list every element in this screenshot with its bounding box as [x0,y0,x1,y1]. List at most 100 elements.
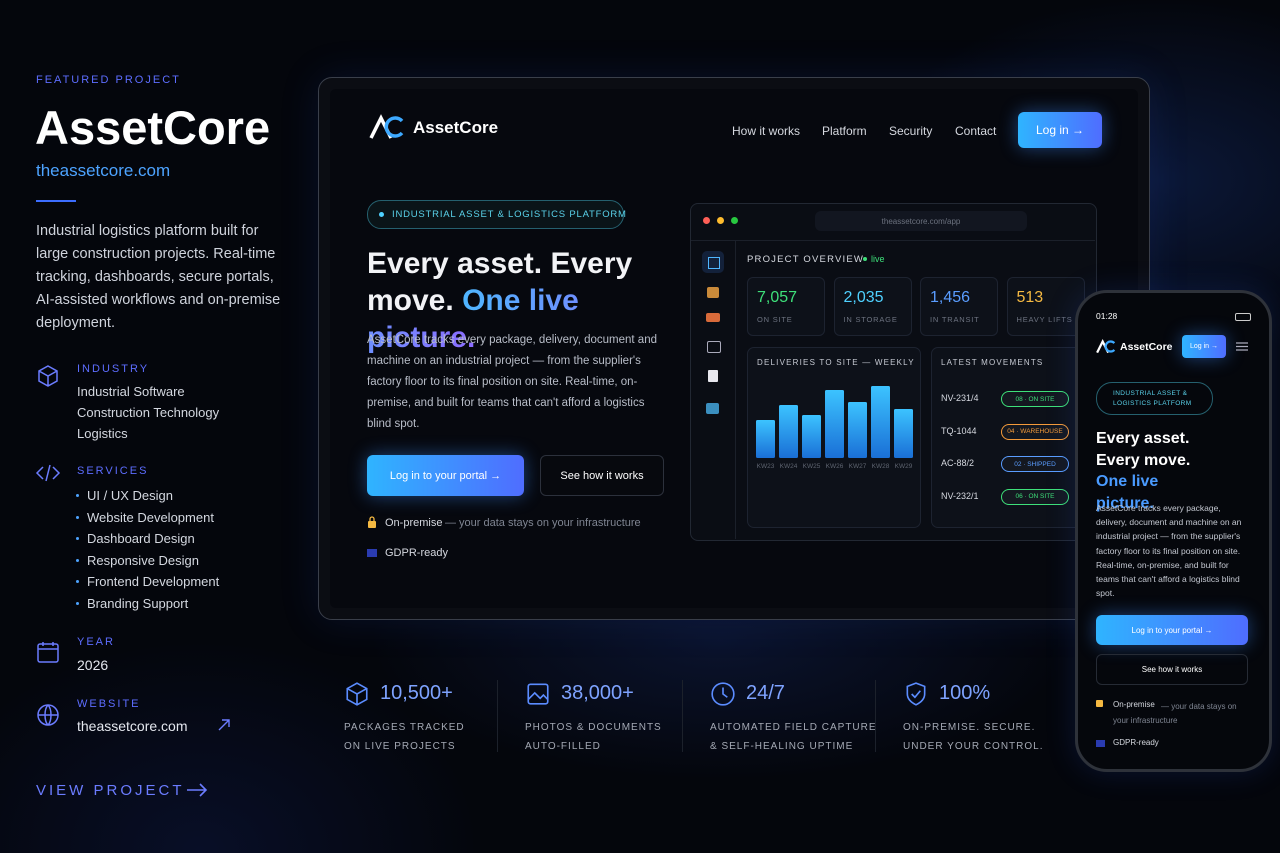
eyebrow: FEATURED PROJECT [36,74,181,86]
asset-id: NV-232/1 [941,490,979,501]
bullet [76,494,79,497]
login-button[interactable]: Log in → [1018,112,1102,148]
service-item: Website Development [87,509,214,525]
movements-title: LATEST MOVEMENTS [941,358,1044,367]
stat-divider [875,680,876,752]
body-text: AssetCore tracks every package, delivery… [1096,503,1242,599]
stat-divider [497,680,498,752]
side-icon[interactable] [708,370,718,382]
bar [802,415,821,458]
status-chip: 08 · ON SITE [1001,391,1069,407]
primary-button[interactable]: Log in to your portal → [367,455,524,496]
stat-label: AUTOMATED FIELD CAPTURE [710,722,877,733]
bar [871,386,890,458]
service-item: Branding Support [87,595,189,611]
stat-icon [906,682,926,706]
view-project[interactable]: VIEW PROJECT [36,782,185,799]
kpi-card [833,277,912,336]
primary-button[interactable]: Log in to your portal → [1096,615,1248,645]
bar [894,409,913,458]
deliveries-title: DELIVERIES TO SITE — WEEKLY [757,358,915,367]
x-tick-label: KW29 [895,463,913,470]
trust-strong: On-premise [1113,700,1155,709]
year-icon [37,642,59,663]
phone-frame [1075,290,1272,772]
service-item: Dashboard Design [87,531,195,546]
bullet [76,537,79,540]
lock-icon [368,516,376,528]
live-label: live [871,254,885,264]
divider [691,240,1095,241]
stat-label: & SELF-HEALING UPTIME [710,741,854,752]
stat-label: ON LIVE PROJECTS [344,741,456,752]
headline: Every asset. Every move. One live pictur… [367,245,682,356]
stat-value: 24/7 [746,682,785,704]
side-icon[interactable] [706,313,720,322]
stat-value: 100% [939,682,991,704]
side-icon [708,257,720,269]
kpi-card [747,277,825,336]
nav-link[interactable]: Platform [822,124,867,138]
description: Industrial logistics platform built for … [36,223,281,331]
service-item: Responsive Design [87,552,200,568]
stat-value: 38,000+ [561,682,634,704]
kpi-label: IN TRANSIT [930,315,980,324]
asset-id: TQ-1044 [941,425,977,436]
headline: Every asset. Every move. One live pictur… [1096,428,1208,514]
stat-label: PACKAGES TRACKED [344,722,465,733]
trust-strong: On-premise [385,517,443,529]
side-icon[interactable] [706,403,719,414]
headline-accent: One live picture. [1096,473,1159,512]
stat-icon [527,683,549,705]
asset-id: NV-231/4 [941,393,979,403]
side-icon-active[interactable] [702,251,724,273]
lock-icon [1096,700,1103,707]
status-chip: 06 · ON SITE [1001,488,1069,505]
secondary-button[interactable]: See how it works [1096,654,1248,685]
asset-id: AC-88/2 [941,458,975,468]
stat-label: ON-PREMISE. SECURE. [903,722,1036,733]
eu-flag [1096,740,1105,747]
x-tick-label: KW26 [826,463,844,470]
cta-arrow [187,783,208,797]
nav-link[interactable]: Contact [955,124,997,138]
x-tick-label: KW27 [849,463,867,470]
side-icon[interactable] [707,341,721,353]
status-chip: 02 · SHIPPED [1001,456,1069,472]
kpi-card [920,277,998,336]
live-dot [863,257,867,261]
menu-icon[interactable] [1236,342,1248,351]
industry-item: Logistics [77,426,128,441]
bullet [76,580,79,583]
stat-icon [711,682,735,706]
side-icon[interactable] [707,287,719,298]
trust-text: — your data stays on your infrastructure [1113,702,1237,725]
kpi-value: 513 [1016,289,1044,306]
battery [1235,313,1251,321]
service-item: UI / UX Design [87,488,173,503]
overview-title: PROJECT OVERVIEW [747,254,865,265]
stat-label: PHOTOS & DOCUMENTS [525,722,662,733]
stat-divider [682,680,683,752]
divider [735,241,736,539]
website-icon [37,704,59,726]
x-tick-label: KW24 [780,463,798,470]
secondary-button[interactable]: See how it works [540,455,664,496]
trust-strong: GDPR-ready [1113,738,1159,747]
services-icon [35,464,61,482]
kpi-label: HEAVY LIFTS [1016,315,1073,324]
badge [367,200,624,229]
services-label: SERVICES [77,465,149,477]
headline-text: Every asset. Every move. [1096,430,1191,469]
nav-link[interactable]: Security [889,124,933,138]
trust-strong: GDPR-ready [385,547,448,559]
project-url[interactable]: theassetcore.com [36,161,171,180]
website-value[interactable]: theassetcore.com [77,718,188,734]
window-dot [731,217,738,224]
window-dot [717,217,724,224]
login-button[interactable]: Log in → [1182,335,1226,358]
industry-item: Construction Technology [77,405,220,420]
kpi-label: ON SITE [757,315,793,324]
nav-link[interactable]: How it works [732,124,801,138]
